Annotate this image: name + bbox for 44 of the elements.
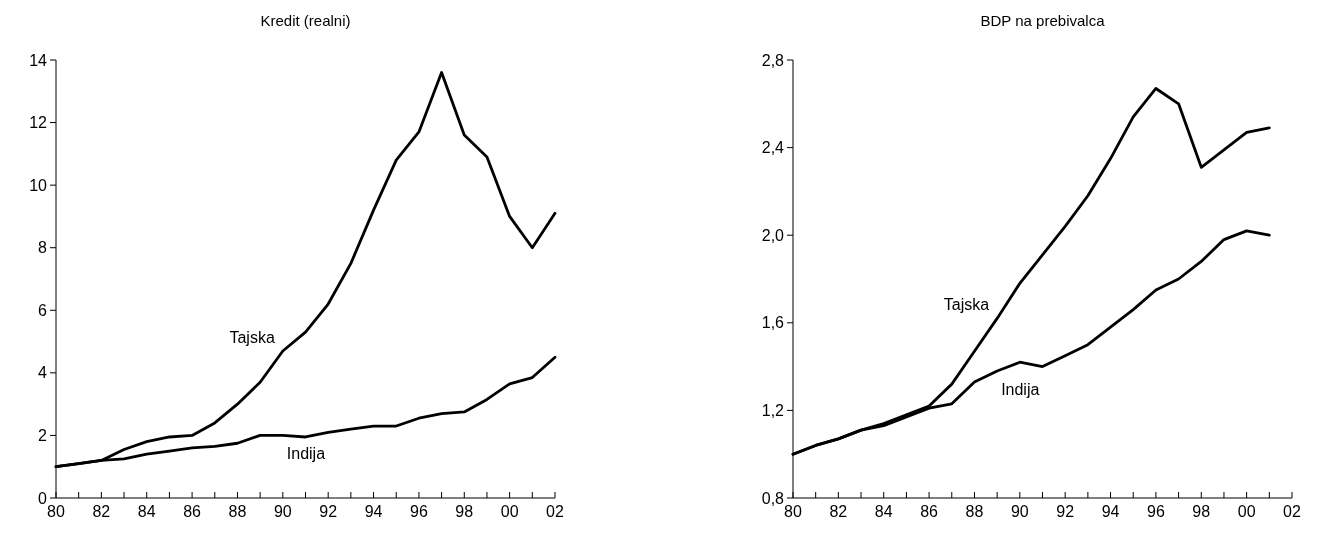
x-tick-label: 92 <box>1056 503 1075 520</box>
x-tick-label: 98 <box>1192 503 1211 520</box>
x-tick-label: 02 <box>546 503 564 520</box>
x-tick-label: 94 <box>364 503 383 520</box>
x-tick-label: 96 <box>410 503 428 520</box>
y-tick-label: 12 <box>29 114 48 132</box>
chart-title: Kredit (realni) <box>260 12 351 29</box>
series-label: Indija <box>1001 380 1040 398</box>
x-tick-label: 90 <box>1010 503 1029 520</box>
x-tick-label: 84 <box>874 503 893 520</box>
y-tick-label: 1,2 <box>761 402 785 419</box>
y-tick-label: 10 <box>29 176 48 194</box>
y-tick-label: 8 <box>38 239 48 257</box>
x-tick-label: 80 <box>47 503 65 520</box>
x-tick-label: 02 <box>1283 503 1301 520</box>
y-tick-label: 2,0 <box>761 226 785 244</box>
x-tick-label: 88 <box>228 503 247 520</box>
x-tick-label: 86 <box>920 503 939 520</box>
y-tick-label: 2,8 <box>761 51 785 69</box>
x-tick-label: 00 <box>1237 503 1256 520</box>
x-tick-label: 00 <box>500 503 519 520</box>
x-tick-label: 82 <box>92 503 111 520</box>
chart-title: BDP na prebivalca <box>980 12 1106 29</box>
x-tick-label: 88 <box>965 503 984 520</box>
x-tick-label: 80 <box>784 503 802 520</box>
series-label: Indija <box>286 445 326 463</box>
y-tick-label: 0 <box>38 489 48 507</box>
y-tick-label: 14 <box>29 51 48 69</box>
series-label: Tajska <box>943 296 990 314</box>
x-tick-label: 90 <box>273 503 292 520</box>
x-tick-label: 92 <box>319 503 338 520</box>
x-tick-label: 98 <box>455 503 474 520</box>
y-tick-label: 4 <box>38 364 48 382</box>
y-tick-label: 2,4 <box>761 139 785 157</box>
x-tick-label: 96 <box>1147 503 1165 520</box>
y-tick-label: 1,6 <box>761 314 785 332</box>
x-tick-label: 82 <box>829 503 848 520</box>
y-tick-label: 2 <box>38 427 48 445</box>
x-tick-label: 84 <box>137 503 156 520</box>
x-tick-label: 86 <box>183 503 202 520</box>
y-tick-label: 6 <box>38 301 48 319</box>
x-tick-label: 94 <box>1101 503 1120 520</box>
y-tick-label: 0,8 <box>761 489 785 507</box>
series-label: Tajska <box>229 328 275 346</box>
